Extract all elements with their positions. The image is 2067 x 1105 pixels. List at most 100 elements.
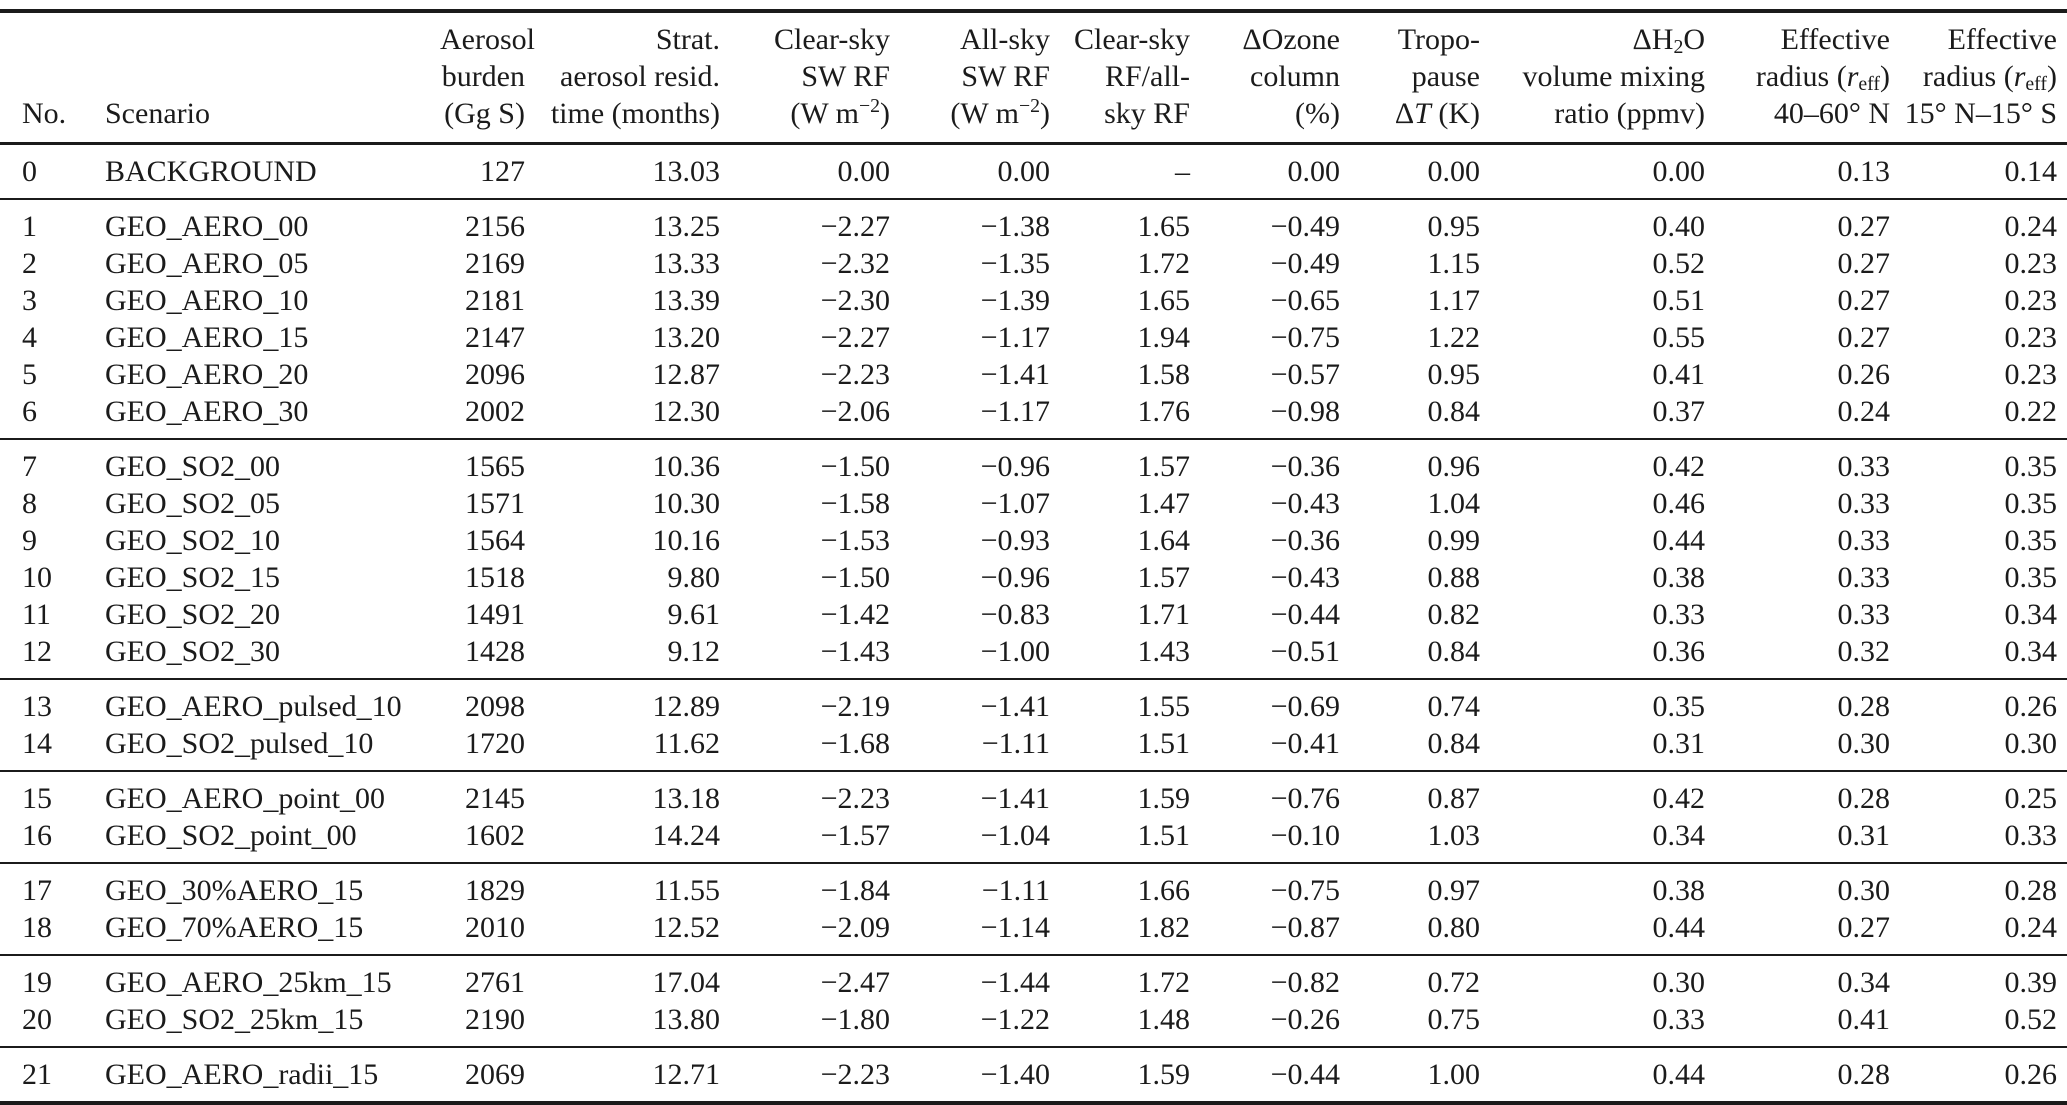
cell-reffs: 0.30: [2004, 727, 2058, 760]
cell-no: 17: [0, 862, 80, 909]
cell-ozone: −0.36: [1200, 438, 1350, 485]
cell-ratio: 1.94: [1137, 321, 1191, 354]
cell-resid: 9.12: [667, 635, 721, 668]
column-header-line: Effective: [1947, 23, 2057, 56]
cell-ratio: 1.58: [1137, 358, 1191, 391]
cell-ratio: 1.57: [1060, 438, 1200, 485]
cell-trop: 0.88: [1427, 561, 1481, 594]
cell-csrf: −2.27: [730, 198, 900, 245]
cell-scenario: BACKGROUND: [105, 155, 317, 188]
cell-ozone: −0.82: [1200, 954, 1350, 1001]
cell-no: 10: [22, 561, 52, 594]
cell-resid: 10.36: [535, 438, 730, 485]
cell-trop: 0.82: [1427, 598, 1481, 631]
cell-no: 18: [22, 911, 52, 944]
cell-asrf: −1.07: [980, 487, 1050, 520]
cell-ozone: 0.00: [1287, 155, 1341, 188]
column-header-no: No.: [0, 11, 80, 145]
cell-reffs: 0.14: [2004, 155, 2058, 188]
column-header-line: Scenario: [105, 97, 210, 130]
cell-ratio: 1.66: [1060, 862, 1200, 909]
cell-ratio: 1.57: [1137, 561, 1191, 594]
column-header-line: ratio (ppmv): [1554, 97, 1705, 130]
cell-no: 1: [0, 198, 80, 245]
table-row-12: 12 GEO_SO2_30 1428 9.12 −1.43 −1.00 1.43 −0.51 0…: [0, 633, 2067, 679]
column-header-line: column: [1250, 60, 1340, 93]
cell-no: 11: [22, 598, 51, 631]
table-row-11: 11 GEO_SO2_20 1491 9.61 −1.42 −0.83 1.71 −0.44 0…: [0, 596, 2067, 633]
cell-burden: 2761: [440, 954, 535, 1001]
cell-ratio: 1.51: [1137, 727, 1191, 760]
scenario-results-table: No. Scenario Aerosol burden (Gg S) Strat. aero…: [0, 9, 2067, 1105]
cell-h2o: 0.55: [1652, 321, 1706, 354]
cell-no: 14: [22, 727, 52, 760]
cell-no: 9: [22, 524, 37, 557]
cell-trop: 0.72: [1350, 954, 1490, 1001]
cell-no: 19: [0, 954, 80, 1001]
cell-no: 21: [0, 1046, 80, 1103]
cell-reffs: 0.24: [1900, 198, 2067, 245]
cell-reffs: 0.35: [2004, 487, 2058, 520]
cell-trop: 1.17: [1427, 284, 1481, 317]
cell-trop: 0.87: [1350, 770, 1490, 817]
cell-ratio: –: [1175, 155, 1190, 188]
cell-reffs: 0.52: [2004, 1003, 2058, 1036]
cell-burden: 2181: [465, 284, 525, 317]
cell-h2o: 0.33: [1652, 598, 1706, 631]
cell-trop: 1.22: [1427, 321, 1481, 354]
column-header-ratio: Clear-sky RF/all-sky RF: [1060, 11, 1200, 145]
cell-reffn: 0.33: [1715, 438, 1900, 485]
column-header-line: No.: [22, 97, 67, 130]
column-header-line: 15° N–15° S: [1904, 97, 2057, 130]
cell-reffn: 0.30: [1837, 727, 1891, 760]
cell-csrf: −1.50: [730, 438, 900, 485]
table-row-2: 2 GEO_AERO_05 2169 13.33 −2.32 −1.35 1.72 −0.49…: [0, 245, 2067, 282]
cell-ozone: −0.44: [1270, 598, 1340, 631]
cell-no: 3: [22, 284, 37, 317]
column-header-line: sky RF: [1104, 97, 1190, 130]
cell-reffn: 0.13: [1837, 155, 1891, 188]
cell-asrf: −1.41: [980, 358, 1050, 391]
cell-resid: 9.61: [667, 598, 721, 631]
cell-csrf: −2.06: [820, 395, 890, 428]
cell-ozone: −0.98: [1270, 395, 1340, 428]
cell-reffn: 0.30: [1715, 862, 1900, 909]
cell-resid: 12.71: [535, 1046, 730, 1103]
column-header-burden: Aerosol burden (Gg S): [440, 11, 535, 145]
column-header-line: ΔOzone: [1242, 23, 1340, 56]
cell-resid: 14.24: [652, 819, 721, 852]
cell-burden: 2098: [440, 678, 535, 725]
cell-asrf: −0.93: [980, 524, 1050, 557]
cell-csrf: −2.23: [730, 770, 900, 817]
cell-reffn: 0.27: [1837, 321, 1891, 354]
cell-asrf: −1.14: [980, 911, 1050, 944]
cell-ratio: 1.55: [1060, 678, 1200, 725]
cell-ratio: 1.82: [1137, 911, 1191, 944]
cell-ratio: 1.43: [1137, 635, 1191, 668]
cell-ratio: 1.76: [1137, 395, 1191, 428]
cell-burden: 1565: [440, 438, 535, 485]
cell-csrf: −2.32: [820, 247, 890, 280]
cell-csrf: −1.43: [820, 635, 890, 668]
cell-h2o: 0.51: [1652, 284, 1706, 317]
cell-resid: 17.04: [535, 954, 730, 1001]
cell-h2o: 0.44: [1490, 1046, 1715, 1103]
cell-asrf: −1.40: [900, 1046, 1060, 1103]
cell-h2o: 0.44: [1652, 524, 1706, 557]
cell-trop: 0.74: [1350, 678, 1490, 725]
cell-resid: 12.89: [535, 678, 730, 725]
cell-burden: 2190: [465, 1003, 525, 1036]
cell-asrf: −1.44: [900, 954, 1060, 1001]
cell-trop: 0.97: [1350, 862, 1490, 909]
cell-burden: 2169: [465, 247, 525, 280]
cell-asrf: −1.17: [980, 395, 1050, 428]
column-header-line: RF/all-: [1104, 60, 1190, 93]
column-header-line: time (months): [550, 97, 720, 130]
cell-h2o: 0.42: [1490, 438, 1715, 485]
column-header-line: Clear-sky: [773, 23, 890, 56]
cell-asrf: −1.04: [980, 819, 1050, 852]
cell-no: 12: [22, 635, 52, 668]
column-header-line: aerosol resid.: [560, 60, 720, 93]
cell-resid: 13.18: [535, 770, 730, 817]
cell-csrf: −1.57: [820, 819, 890, 852]
